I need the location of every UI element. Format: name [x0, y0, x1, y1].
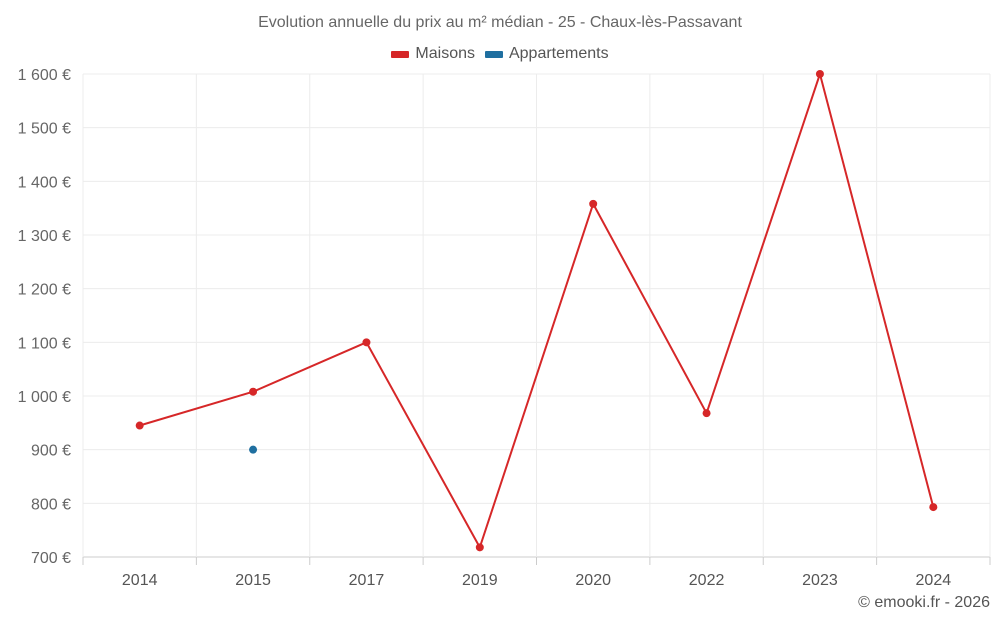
data-point-maisons: [362, 338, 371, 347]
x-tick-label: 2019: [462, 572, 498, 589]
data-point-maisons: [589, 199, 598, 208]
legend-label-maisons: Maisons: [415, 45, 475, 62]
legend-swatch-maisons: [391, 50, 410, 58]
x-tick-label: 2023: [802, 572, 838, 589]
y-tick-label: 1 400 €: [18, 174, 71, 191]
x-tick-label: 2022: [689, 572, 725, 589]
data-point-appartements: [249, 445, 258, 454]
series-line-maisons: [139, 73, 935, 549]
x-tick-label: 2015: [235, 572, 271, 589]
y-tick-label: 900 €: [31, 443, 71, 460]
credit-text: © emooki.fr - 2026: [858, 594, 990, 611]
x-tick-label: 2020: [575, 572, 611, 589]
data-point-maisons: [135, 421, 144, 430]
y-tick-label: 1 000 €: [18, 389, 71, 406]
legend-item-appartements[interactable]: Appartements: [484, 45, 609, 63]
chart-legend: Maisons Appartements: [0, 45, 1000, 63]
y-tick-label: 1 200 €: [18, 282, 71, 299]
data-point-maisons: [929, 503, 938, 512]
data-point-maisons: [475, 543, 484, 552]
x-tick-label: 2017: [349, 572, 385, 589]
x-tick-label: 2024: [916, 572, 952, 589]
y-tick-label: 1 600 €: [18, 67, 71, 84]
chart-title: Evolution annuelle du prix au m² médian …: [258, 14, 742, 31]
x-tick-label: 2014: [122, 572, 158, 589]
y-tick-label: 1 100 €: [18, 335, 71, 352]
legend-swatch-appartements: [484, 50, 503, 58]
y-tick-label: 800 €: [31, 496, 71, 513]
data-point-maisons: [702, 409, 711, 418]
legend-item-maisons[interactable]: Maisons: [391, 45, 475, 63]
y-tick-label: 1 300 €: [18, 228, 71, 245]
y-tick-label: 700 €: [31, 550, 71, 567]
data-point-maisons: [249, 387, 258, 396]
legend-label-appartements: Appartements: [508, 45, 609, 62]
y-tick-label: 1 500 €: [18, 121, 71, 138]
data-point-maisons: [815, 70, 824, 78]
